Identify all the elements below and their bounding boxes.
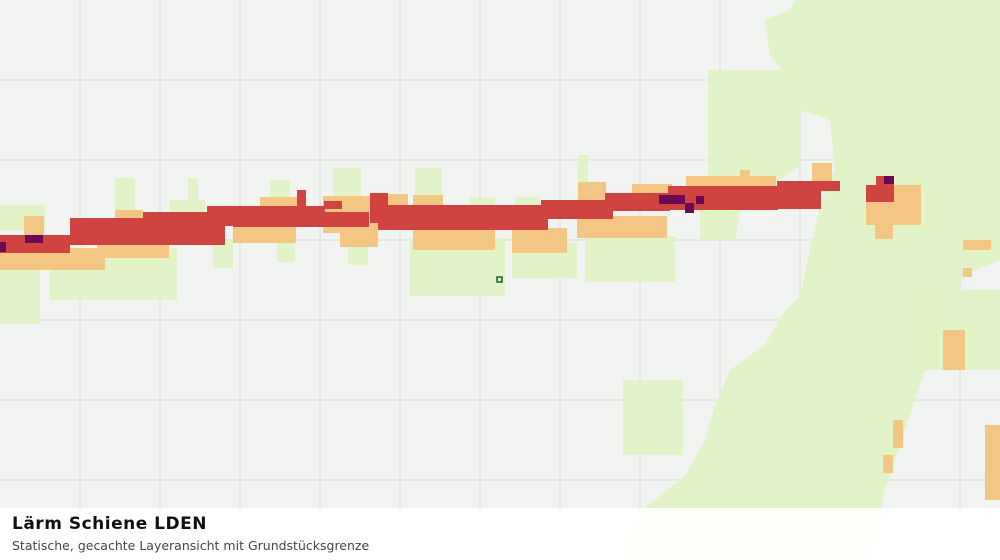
parcel-marker xyxy=(496,276,503,283)
caption: Lärm Schiene LDEN Statische, gecachte La… xyxy=(0,508,1000,560)
layer-title: Lärm Schiene LDEN xyxy=(12,514,207,534)
layer-subtitle: Statische, gecachte Layeransicht mit Gru… xyxy=(12,538,370,553)
noise-zone-very-high xyxy=(0,176,894,252)
noise-zone-high xyxy=(0,176,894,253)
